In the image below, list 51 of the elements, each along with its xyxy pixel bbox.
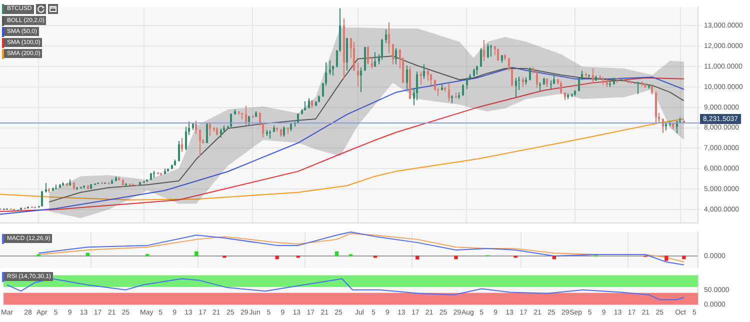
candlestick — [560, 80, 562, 95]
candlestick — [357, 62, 359, 88]
candlestick — [329, 60, 331, 76]
candlestick — [392, 43, 394, 65]
candlestick — [637, 82, 639, 95]
candlestick — [206, 123, 208, 144]
candlestick — [420, 71, 422, 86]
candlestick — [466, 77, 468, 90]
candlestick — [448, 82, 450, 102]
candlestick — [353, 41, 355, 72]
candlestick — [522, 76, 524, 88]
candlestick — [45, 182, 47, 194]
candlestick — [181, 137, 183, 152]
candlestick — [476, 64, 478, 76]
candlestick — [262, 122, 264, 138]
candlestick — [283, 126, 285, 138]
candlestick — [199, 128, 201, 157]
candlestick — [539, 82, 541, 92]
candlestick — [388, 22, 390, 54]
candlestick — [423, 64, 425, 80]
candlestick — [490, 44, 492, 58]
candlestick — [41, 190, 43, 207]
candlestick — [308, 98, 310, 109]
candlestick — [483, 39, 485, 62]
candlestick — [367, 46, 369, 65]
candlestick — [178, 140, 180, 162]
candlestick — [515, 77, 517, 98]
candlestick — [480, 48, 482, 68]
candlestick — [406, 64, 408, 90]
candlestick — [360, 66, 362, 93]
candlestick — [245, 105, 247, 126]
candlestick — [395, 48, 397, 65]
candlestick — [248, 115, 250, 126]
candlestick — [381, 38, 383, 60]
candlestick — [655, 90, 657, 124]
candlestick — [332, 64, 334, 76]
candlestick — [462, 84, 464, 96]
candlestick — [592, 68, 594, 84]
candlestick — [536, 70, 538, 88]
candlestick — [371, 58, 373, 70]
candlestick — [364, 46, 366, 72]
candlestick — [529, 66, 531, 81]
candlestick — [385, 29, 387, 44]
candlestick — [497, 48, 499, 62]
candlestick — [427, 69, 429, 82]
candlestick — [269, 130, 271, 139]
candlestick — [374, 52, 376, 68]
candlestick — [195, 120, 197, 135]
candlestick — [487, 43, 489, 59]
candlestick — [430, 73, 432, 86]
candlestick — [209, 123, 211, 136]
